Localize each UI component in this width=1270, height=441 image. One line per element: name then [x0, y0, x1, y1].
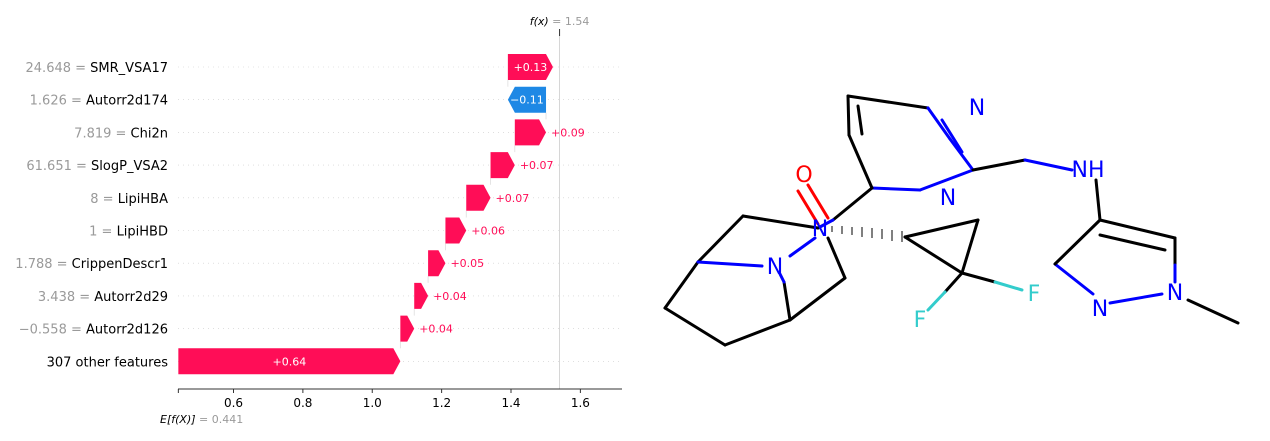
- bond: [918, 168, 975, 192]
- bond: [788, 276, 847, 322]
- atom-label: F: [914, 308, 927, 333]
- feature-label: 307 other features: [47, 355, 169, 370]
- bond: [696, 260, 764, 268]
- bar-value-label: +0.04: [419, 323, 453, 336]
- bond: [788, 236, 817, 258]
- hashed-wedge-bond: [831, 226, 903, 242]
- bond: [826, 236, 847, 280]
- bond: [971, 158, 1027, 172]
- feature-label: 61.651 = SlogP_VSA2: [26, 159, 168, 174]
- molecule-bonds: [663, 94, 1240, 347]
- bond: [723, 318, 792, 347]
- base-value-label: E[f(X)] = 0.441: [160, 413, 243, 426]
- bond: [846, 94, 851, 137]
- bond: [1098, 218, 1177, 240]
- waterfall-bar: [490, 152, 515, 179]
- bond: [870, 186, 922, 192]
- bar-value-label: +0.13: [514, 61, 548, 74]
- bond: [940, 118, 964, 154]
- bond: [1186, 298, 1240, 325]
- bar-value-label: −0.11: [510, 94, 544, 107]
- bond: [1098, 233, 1167, 252]
- bar-value-label: +0.07: [520, 159, 554, 172]
- bond: [831, 186, 874, 222]
- bond: [926, 290, 947, 312]
- atom-label: N: [1167, 281, 1183, 306]
- feature-label: 3.438 = Autorr2d29: [38, 290, 168, 305]
- fx-label: f(x) = 1.54: [530, 15, 590, 28]
- x-tick-label: 0.8: [293, 396, 312, 410]
- atom-label: NH: [1072, 158, 1105, 183]
- x-tick-label: 1.4: [501, 396, 520, 410]
- bond: [847, 133, 874, 190]
- bar-value-label: +0.04: [433, 290, 467, 303]
- bond: [1108, 292, 1164, 305]
- feature-label: 1 = LipiHBD: [89, 225, 168, 240]
- bond: [816, 218, 835, 230]
- bar-value-label: +0.06: [471, 225, 505, 238]
- bond: [663, 306, 727, 347]
- bond: [856, 104, 864, 136]
- bond: [1094, 178, 1102, 222]
- atom-label: F: [1028, 282, 1041, 307]
- bond: [926, 106, 952, 141]
- bond: [1023, 158, 1074, 172]
- waterfall-bar: [178, 348, 401, 375]
- x-tick-label: 1.6: [571, 396, 590, 410]
- atom-label: N: [767, 255, 783, 280]
- bond: [903, 218, 980, 239]
- bond: [948, 137, 975, 172]
- bond: [1053, 218, 1102, 266]
- bond: [943, 271, 964, 294]
- x-tick-label: 1.2: [432, 396, 451, 410]
- atom-label: N: [940, 186, 956, 211]
- bond: [741, 214, 820, 230]
- feature-label: 8 = LipiHBA: [90, 192, 168, 207]
- bond: [796, 189, 820, 226]
- bond: [846, 94, 930, 110]
- waterfall-bar: [507, 86, 547, 113]
- atom-label: O: [795, 163, 812, 188]
- bar-value-label: +0.64: [272, 355, 306, 368]
- bond: [806, 183, 830, 220]
- waterfall-bar: [507, 54, 553, 80]
- bar-value-label: +0.07: [496, 192, 530, 205]
- x-tick-label: 1.0: [363, 396, 382, 410]
- waterfall-bar: [445, 217, 467, 244]
- atom-label: N: [1092, 297, 1108, 322]
- waterfall-bar: [414, 282, 429, 309]
- bond: [696, 214, 745, 264]
- bond: [960, 218, 980, 275]
- molecule-structure-drawing: N N NH O N N F F N N: [663, 94, 1240, 347]
- atom-label: N: [969, 96, 985, 121]
- atom-label: N: [812, 217, 828, 242]
- shap-waterfall-chart: f(x) = 1.54 +0.13 24.648 = SMR_VSA17 −0.11 1…: [15, 15, 622, 426]
- bar-value-label: +0.09: [551, 126, 585, 139]
- waterfall-bar: [400, 315, 415, 342]
- bond: [903, 235, 964, 275]
- bar-value-label: +0.05: [450, 257, 484, 270]
- bond: [663, 260, 700, 310]
- feature-label: 1.626 = Autorr2d174: [30, 94, 168, 109]
- bond: [778, 272, 786, 284]
- waterfall-bar: [514, 119, 547, 146]
- feature-label: 7.819 = Chi2n: [74, 126, 168, 141]
- feature-label: 24.648 = SMR_VSA17: [26, 61, 168, 76]
- waterfall-bar: [466, 184, 491, 211]
- bond: [960, 271, 997, 284]
- feature-label: 1.788 = CrippenDescr1: [15, 257, 168, 272]
- feature-label: −0.558 = Autorr2d126: [19, 323, 168, 338]
- bond: [1053, 262, 1095, 296]
- waterfall-bar: [428, 250, 446, 277]
- bond: [782, 280, 792, 322]
- x-tick-label: 0.6: [224, 396, 243, 410]
- bond: [993, 280, 1024, 292]
- atom-labels: N N NH O N N F F N N: [767, 96, 1183, 333]
